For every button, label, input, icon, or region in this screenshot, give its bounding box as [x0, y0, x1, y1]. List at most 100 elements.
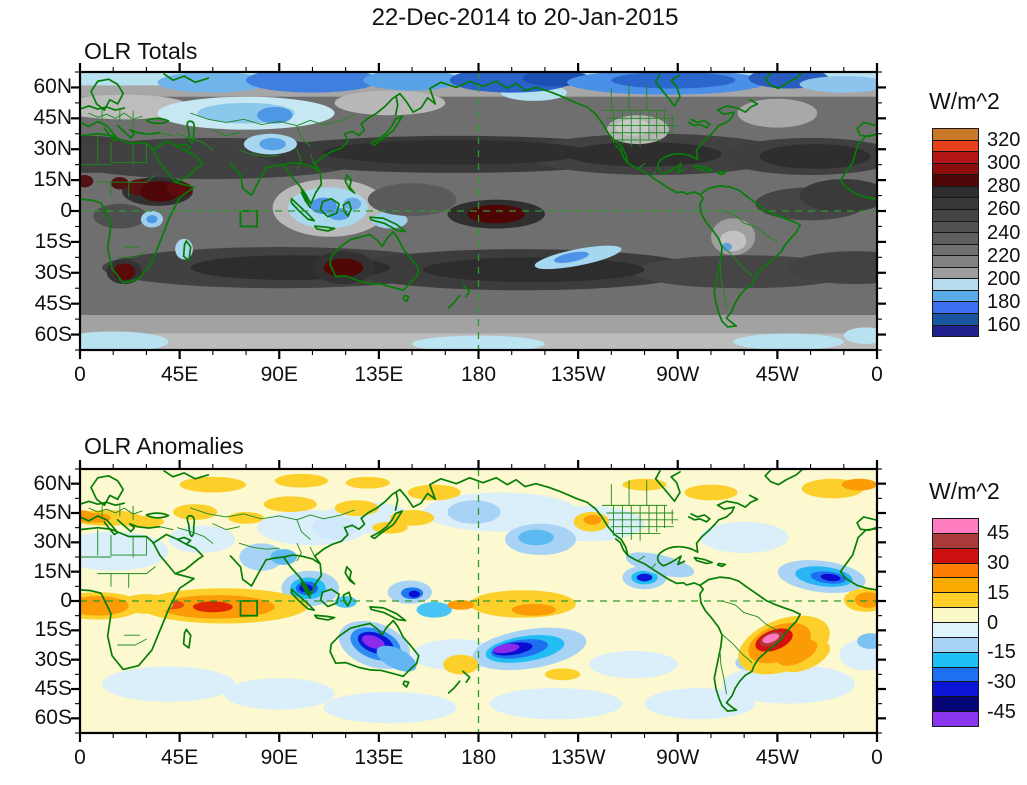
- colorbar-band: [933, 325, 978, 337]
- olr-totals-map: [71, 63, 886, 359]
- colorbar-band: [933, 578, 978, 594]
- lat-tick-label: 60N: [33, 75, 72, 99]
- colorbar-tick-label: 220: [987, 244, 1021, 267]
- panel-title-anomalies: OLR Anomalies: [84, 433, 244, 459]
- index-box-totals: [241, 211, 258, 226]
- lon-tick-label: 135W: [550, 363, 606, 386]
- lon-tick-label: 90W: [656, 746, 700, 769]
- colorbar-tick-label: 30: [987, 551, 1010, 574]
- colorbar-band: [933, 152, 978, 164]
- lon-tick-label: 0: [74, 746, 86, 769]
- lat-tick-label: 30N: [33, 137, 72, 161]
- colorbar-band: [933, 548, 978, 564]
- colorbar-tick-label: 200: [987, 267, 1021, 290]
- lat-tick-label: 60N: [33, 471, 72, 495]
- lat-tick-label: 15N: [33, 559, 72, 583]
- lon-tick-label: 0: [871, 746, 883, 769]
- colorbar-band: [933, 697, 978, 713]
- colorbar-band: [933, 533, 978, 549]
- colorbar-band: [933, 244, 978, 257]
- lon-tick-label: 90E: [260, 363, 298, 386]
- lon-tick-label: 180: [460, 746, 497, 769]
- lat-tick-label: 30N: [33, 530, 72, 554]
- colorbar-band: [933, 593, 978, 609]
- colorbar-band: [933, 256, 978, 268]
- colorbar-band: [933, 163, 978, 176]
- lon-tick-label: 135W: [550, 746, 606, 769]
- colorbar-band: [933, 637, 978, 653]
- colorbar-band: [933, 186, 978, 199]
- lon-tick-label: 45W: [755, 746, 799, 769]
- colorbar-tick-label: 45: [987, 521, 1010, 544]
- anomalies-field: [80, 473, 877, 724]
- colorbar-tick-label: 180: [987, 291, 1021, 314]
- lon-tick-label: 45E: [160, 363, 199, 386]
- lon-tick-label: 45W: [755, 363, 799, 386]
- colorbar-band: [933, 314, 978, 326]
- lat-tick-label: 30S: [34, 260, 72, 284]
- lat-tick-label: 60S: [34, 706, 72, 730]
- colorbar-band: [933, 302, 978, 314]
- colorbar-tick-label: 15: [987, 581, 1010, 604]
- colorbar-tick-label: 260: [987, 198, 1021, 221]
- colorbar-band: [933, 129, 978, 141]
- figure-title: 22-Dec-2014 to 20-Jan-2015: [371, 4, 679, 31]
- totals-field: [80, 72, 877, 350]
- colorbar-band: [933, 652, 978, 668]
- lat-tick-label: 15S: [34, 229, 72, 253]
- colorbar-band: [933, 290, 978, 303]
- colorbar-band: [933, 209, 978, 222]
- colorbar-band: [933, 623, 978, 638]
- colorbar-tick-label: 320: [987, 128, 1021, 151]
- lat-tick-label: 0: [60, 589, 72, 612]
- colorbar-tick-label: 240: [987, 221, 1021, 244]
- lat-tick-label: 45N: [33, 106, 72, 130]
- lat-tick-label: 45S: [34, 677, 72, 700]
- colorbar-band: [933, 712, 978, 727]
- colorbar-tick-label: 280: [987, 175, 1021, 198]
- lat-tick-label: 45S: [34, 291, 72, 315]
- colorbar-band: [933, 519, 978, 534]
- colorbar-band: [933, 682, 978, 698]
- colorbar-totals: [932, 128, 979, 337]
- colorbar-tick-label: -30: [987, 671, 1016, 694]
- lon-tick-label: 90E: [260, 746, 298, 769]
- lon-tick-label: 135E: [354, 363, 404, 386]
- lat-tick-label: 15N: [33, 168, 72, 192]
- colorbar-tick-label: -15: [987, 641, 1016, 664]
- colorbar-band: [933, 198, 978, 210]
- colorbar-tick-label: 300: [987, 151, 1021, 174]
- lat-tick-label: 0: [60, 199, 72, 222]
- colorbar-band: [933, 233, 978, 245]
- colorbar-band: [933, 175, 978, 187]
- colorbar-band: [933, 279, 978, 291]
- colorbar-band: [933, 667, 978, 683]
- colorbar-anomalies: [932, 518, 979, 727]
- lat-tick-label: 45N: [33, 501, 72, 524]
- colorbar-band: [933, 608, 978, 624]
- colorbar-band: [933, 221, 978, 234]
- lon-tick-label: 90W: [656, 363, 700, 386]
- colorbar-tick-label: 160: [987, 314, 1021, 337]
- lat-tick-label: 15S: [34, 618, 72, 642]
- colorbar-tick-label: -45: [987, 701, 1016, 724]
- index-box-anomalies: [241, 601, 258, 616]
- lon-tick-label: 0: [74, 363, 86, 386]
- colorbar-band: [933, 563, 978, 579]
- colorbar-units-totals: W/m^2: [929, 88, 1000, 114]
- lat-tick-label: 60S: [34, 322, 72, 346]
- lat-tick-label: 30S: [34, 647, 72, 671]
- lon-tick-label: 45E: [160, 746, 199, 769]
- colorbar-tick-label: 0: [987, 611, 999, 634]
- colorbar-units-anomalies: W/m^2: [929, 478, 1000, 504]
- lon-tick-label: 180: [460, 363, 497, 386]
- colorbar-band: [933, 267, 978, 280]
- totals-axis-ticks: [71, 63, 886, 359]
- olr-anomalies-map: [71, 460, 886, 742]
- lon-tick-label: 135E: [354, 746, 404, 769]
- colorbar-band: [933, 140, 978, 153]
- panel-title-totals: OLR Totals: [84, 38, 198, 64]
- anomalies-axis-ticks: [71, 460, 886, 742]
- lon-tick-label: 0: [871, 363, 883, 386]
